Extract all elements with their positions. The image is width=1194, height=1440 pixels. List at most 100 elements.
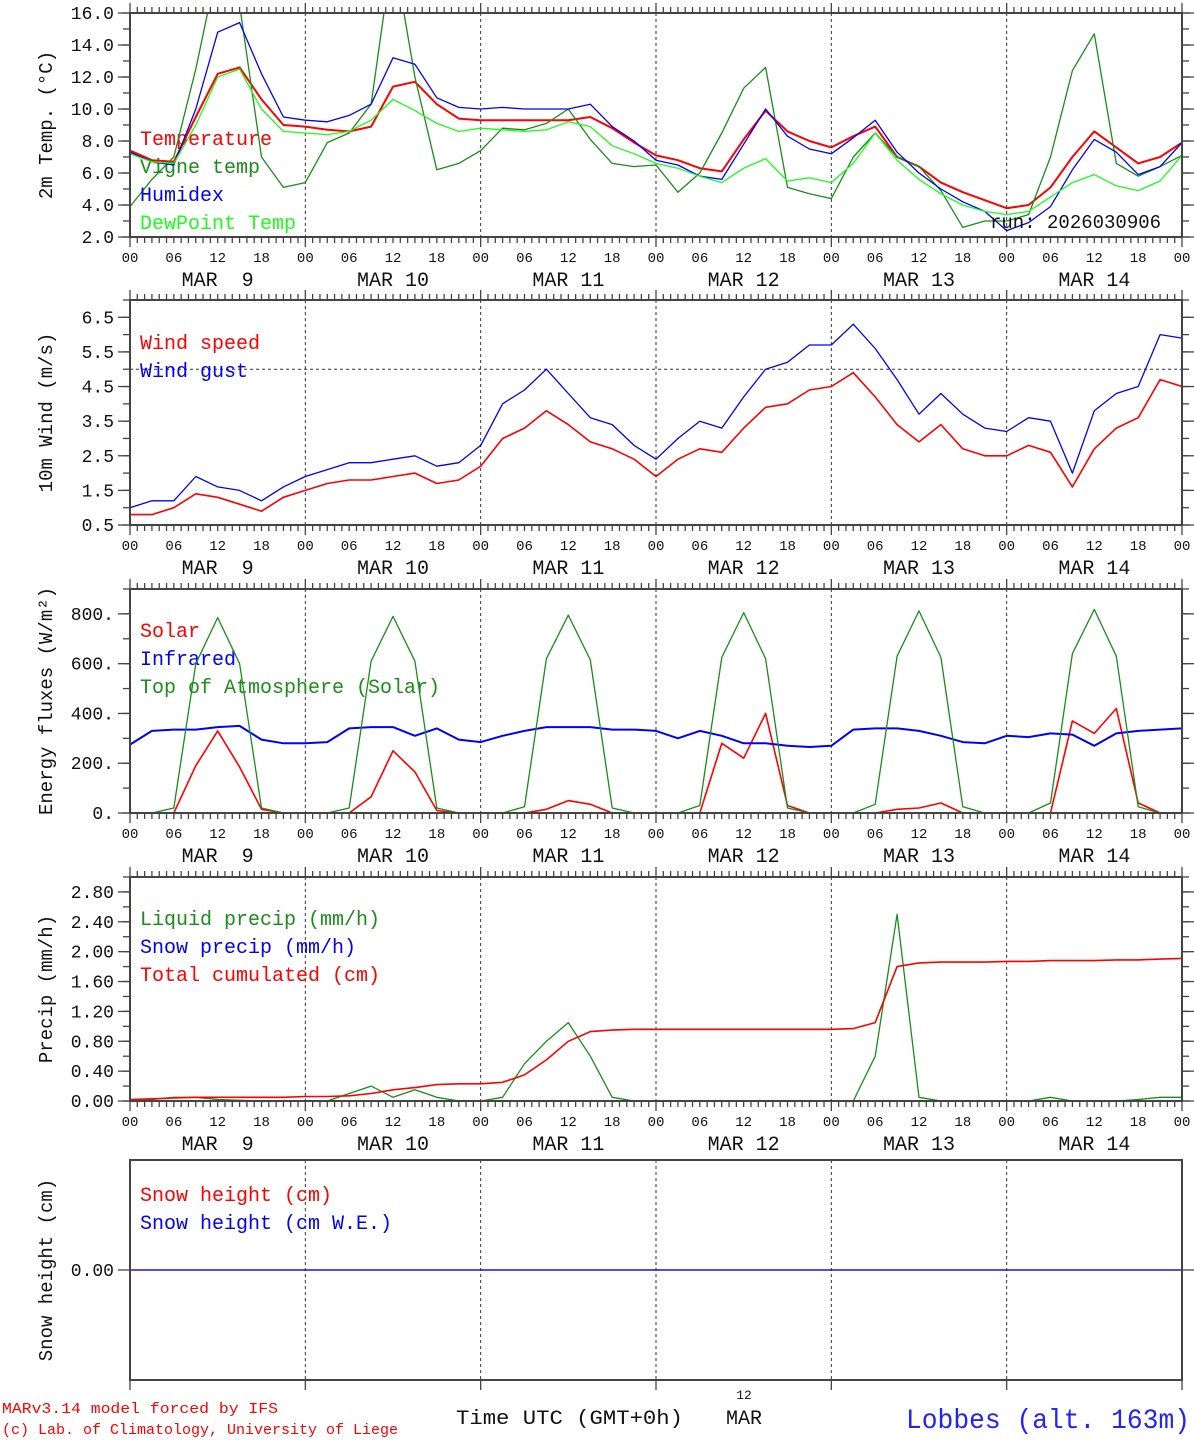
hour-label: 00: [472, 251, 489, 267]
day-label: MAR 9: [182, 270, 254, 293]
hour-label: 12: [560, 1115, 577, 1131]
day-label: MAR 9: [182, 1134, 254, 1157]
hour-label: 18: [1130, 1115, 1147, 1131]
time-axis-title: Time UTC (GMT+0h): [456, 1408, 683, 1431]
day-label: MAR 9: [182, 558, 254, 581]
panel-10m-wind-m-s: 00 06 12 18 00 06 12 18 00 06 12 18 00 06 12 18 00 06 12 18…: [36, 290, 1194, 581]
day-label: MAR 9: [182, 846, 254, 869]
hour-label: 00: [122, 251, 139, 267]
y-tick-label: 8.0: [82, 133, 114, 153]
y-tick-label: 4.5: [82, 379, 114, 399]
series-infrared-line: [130, 724, 1182, 748]
hour-label: 00: [648, 539, 665, 555]
y-tick-label: 0.80: [71, 1033, 114, 1053]
day-label: MAR 12: [708, 1134, 780, 1157]
y-tick-label: 2.0: [82, 229, 114, 249]
panel-snow-height-cm: 0.00 Snow height (cm) Snow height (cm) Snow…: [36, 1159, 1194, 1390]
legend-wind-gust: Wind gust: [140, 361, 248, 384]
hour-label: 18: [1130, 539, 1147, 555]
hour-label: 00: [998, 1115, 1015, 1131]
hour-label: 06: [516, 539, 533, 555]
hour-label: 06: [691, 827, 708, 843]
day-label: MAR 11: [532, 270, 604, 293]
y-tick-label: 6.0: [82, 165, 114, 185]
hour-label: 06: [1042, 1115, 1059, 1131]
hour-label: 18: [954, 539, 971, 555]
y-tick-label: 600.: [71, 656, 114, 676]
hour-label: 06: [165, 1115, 182, 1131]
center-hour: 12: [736, 1388, 752, 1403]
hour-label: 12: [911, 539, 928, 555]
hour-label: 18: [779, 827, 796, 843]
hour-label: 18: [779, 1115, 796, 1131]
y-tick-label: 10.0: [71, 101, 114, 121]
y-tick-label: 400.: [71, 705, 114, 725]
hour-label: 12: [385, 827, 402, 843]
hour-label: 06: [867, 827, 884, 843]
hour-label: 00: [648, 1115, 665, 1131]
hour-label: 06: [165, 827, 182, 843]
y-tick-label: 2.80: [71, 884, 114, 904]
hour-label: 00: [472, 827, 489, 843]
hour-label: 12: [209, 1115, 226, 1131]
footer-model: MARv3.14 model forced by IFS: [2, 1401, 278, 1418]
hour-label: 00: [297, 539, 314, 555]
hour-label: 00: [823, 539, 840, 555]
day-label: MAR 14: [1058, 558, 1130, 581]
y-tick-label: 6.5: [82, 309, 114, 329]
hour-label: 18: [604, 1115, 621, 1131]
hour-label: 06: [341, 251, 358, 267]
hour-label: 06: [516, 1115, 533, 1131]
day-label: MAR 13: [883, 270, 955, 293]
hour-label: 00: [1174, 827, 1191, 843]
legend-vigne-temp: Vigne temp: [140, 157, 260, 180]
day-label: MAR 11: [532, 558, 604, 581]
hour-label: 18: [253, 251, 270, 267]
day-label: MAR 11: [532, 1134, 604, 1157]
hour-label: 18: [604, 251, 621, 267]
hour-label: 00: [823, 251, 840, 267]
hour-label: 12: [911, 251, 928, 267]
hour-label: 06: [165, 539, 182, 555]
y-tick-label: 0.5: [82, 517, 114, 537]
hour-label: 18: [604, 827, 621, 843]
y-tick-label: 1.60: [71, 974, 114, 994]
hour-label: 00: [998, 539, 1015, 555]
hour-label: 18: [604, 539, 621, 555]
hour-label: 18: [428, 827, 445, 843]
series-dewpoint-temp-line: [130, 68, 1182, 216]
legend-wind-speed: Wind speed: [140, 333, 260, 356]
y-axis-title: Energy fluxes (W/m²): [36, 587, 58, 815]
hour-label: 12: [560, 827, 577, 843]
plot-frame: [129, 12, 1183, 238]
y-tick-label: 16.0: [71, 5, 114, 25]
y-tick-label: 0.00: [71, 1262, 114, 1282]
hour-label: 12: [735, 251, 752, 267]
day-label: MAR 10: [357, 846, 429, 869]
hour-label: 00: [823, 1115, 840, 1131]
panel-2m-temp-c: 00 06 12 18 00 06 12 18 00 06 12 18 00 06 12 18 00 06 12 18…: [36, 3, 1194, 293]
legend-humidex: Humidex: [140, 185, 224, 208]
hour-label: 06: [867, 1115, 884, 1131]
hour-label: 06: [1042, 251, 1059, 267]
hour-label: 06: [341, 1115, 358, 1131]
hour-label: 06: [341, 827, 358, 843]
series-temperature-line: [130, 66, 1182, 210]
plot-frame: [129, 588, 1183, 814]
y-tick-label: 4.0: [82, 197, 114, 217]
hour-label: 00: [998, 827, 1015, 843]
hour-label: 12: [385, 539, 402, 555]
hour-label: 06: [691, 251, 708, 267]
day-label: MAR 14: [1058, 270, 1130, 293]
hour-label: 18: [253, 827, 270, 843]
center-month: MAR: [726, 1408, 762, 1431]
legend-snow-height-cm-w-e: Snow height (cm W.E.): [140, 1213, 392, 1236]
hour-label: 06: [1042, 539, 1059, 555]
station-title: Lobbes (alt. 163m): [906, 1406, 1190, 1437]
hour-label: 18: [253, 539, 270, 555]
panel-precip-mm-h: 00 06 12 18 00 06 12 18 00 06 12 18 00 06 12 18 00 06 12 18…: [36, 867, 1194, 1157]
y-tick-label: 1.20: [71, 1003, 114, 1023]
day-label: MAR 12: [708, 846, 780, 869]
hour-label: 18: [428, 1115, 445, 1131]
